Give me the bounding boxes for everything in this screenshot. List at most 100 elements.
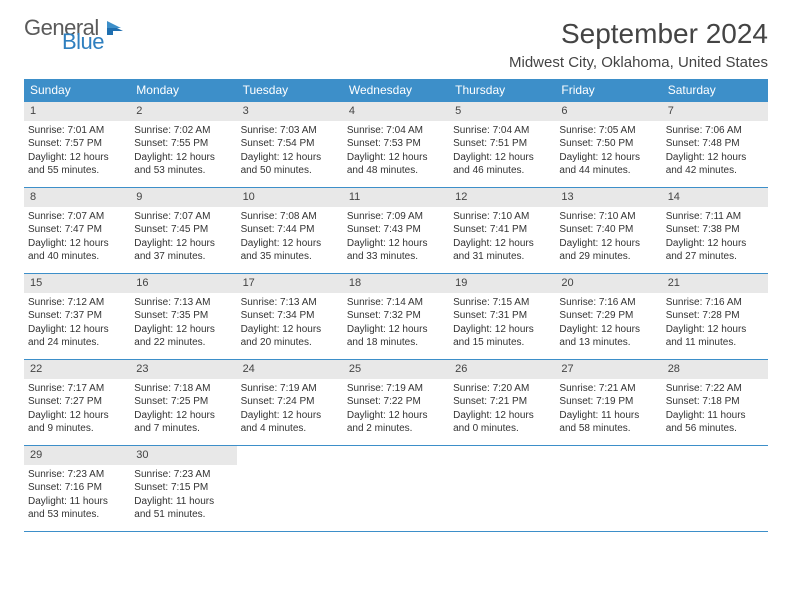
sunrise-line: Sunrise: 7:07 AM <box>134 210 232 224</box>
daylight-line: Daylight: 12 hours and 22 minutes. <box>134 323 232 350</box>
sunset-line: Sunset: 7:19 PM <box>559 395 657 409</box>
sunset-line: Sunset: 7:43 PM <box>347 223 445 237</box>
daylight-line: Daylight: 12 hours and 44 minutes. <box>559 151 657 178</box>
sunset-line: Sunset: 7:40 PM <box>559 223 657 237</box>
logo: General Blue <box>24 18 127 52</box>
sunrise-line: Sunrise: 7:22 AM <box>666 382 764 396</box>
sunrise-line: Sunrise: 7:16 AM <box>559 296 657 310</box>
day-number: 4 <box>343 102 449 121</box>
sunset-line: Sunset: 7:47 PM <box>28 223 126 237</box>
day-cell: 28Sunrise: 7:22 AMSunset: 7:18 PMDayligh… <box>662 360 768 446</box>
day-cell: 2Sunrise: 7:02 AMSunset: 7:55 PMDaylight… <box>130 102 236 188</box>
sunrise-line: Sunrise: 7:13 AM <box>241 296 339 310</box>
daylight-line: Daylight: 12 hours and 2 minutes. <box>347 409 445 436</box>
daylight-line: Daylight: 12 hours and 42 minutes. <box>666 151 764 178</box>
sunset-line: Sunset: 7:53 PM <box>347 137 445 151</box>
day-number: 30 <box>130 446 236 465</box>
daylight-line: Daylight: 12 hours and 31 minutes. <box>453 237 551 264</box>
calendar-row: 8Sunrise: 7:07 AMSunset: 7:47 PMDaylight… <box>24 188 768 274</box>
sunset-line: Sunset: 7:21 PM <box>453 395 551 409</box>
sunset-line: Sunset: 7:35 PM <box>134 309 232 323</box>
day-cell: 23Sunrise: 7:18 AMSunset: 7:25 PMDayligh… <box>130 360 236 446</box>
day-number: 9 <box>130 188 236 207</box>
calendar-row: 29Sunrise: 7:23 AMSunset: 7:16 PMDayligh… <box>24 446 768 532</box>
day-cell: 27Sunrise: 7:21 AMSunset: 7:19 PMDayligh… <box>555 360 661 446</box>
daylight-line: Daylight: 12 hours and 46 minutes. <box>453 151 551 178</box>
day-cell: 8Sunrise: 7:07 AMSunset: 7:47 PMDaylight… <box>24 188 130 274</box>
empty-cell <box>237 446 343 532</box>
empty-cell <box>662 446 768 532</box>
day-number: 27 <box>555 360 661 379</box>
sunrise-line: Sunrise: 7:15 AM <box>453 296 551 310</box>
sunset-line: Sunset: 7:27 PM <box>28 395 126 409</box>
sunrise-line: Sunrise: 7:19 AM <box>241 382 339 396</box>
daylight-line: Daylight: 12 hours and 20 minutes. <box>241 323 339 350</box>
sunset-line: Sunset: 7:51 PM <box>453 137 551 151</box>
empty-cell <box>555 446 661 532</box>
sunset-line: Sunset: 7:25 PM <box>134 395 232 409</box>
sunset-line: Sunset: 7:32 PM <box>347 309 445 323</box>
day-cell: 13Sunrise: 7:10 AMSunset: 7:40 PMDayligh… <box>555 188 661 274</box>
day-number: 18 <box>343 274 449 293</box>
day-cell: 6Sunrise: 7:05 AMSunset: 7:50 PMDaylight… <box>555 102 661 188</box>
day-number: 16 <box>130 274 236 293</box>
sunset-line: Sunset: 7:38 PM <box>666 223 764 237</box>
sunrise-line: Sunrise: 7:11 AM <box>666 210 764 224</box>
daylight-line: Daylight: 11 hours and 51 minutes. <box>134 495 232 522</box>
sunrise-line: Sunrise: 7:19 AM <box>347 382 445 396</box>
day-cell: 17Sunrise: 7:13 AMSunset: 7:34 PMDayligh… <box>237 274 343 360</box>
sunrise-line: Sunrise: 7:06 AM <box>666 124 764 138</box>
day-cell: 26Sunrise: 7:20 AMSunset: 7:21 PMDayligh… <box>449 360 555 446</box>
day-cell: 29Sunrise: 7:23 AMSunset: 7:16 PMDayligh… <box>24 446 130 532</box>
day-cell: 16 Sunrise: 7:13 AMSunset: 7:35 PMDayligh… <box>130 274 236 360</box>
calendar-body: 1Sunrise: 7:01 AMSunset: 7:57 PMDaylight… <box>24 102 768 532</box>
day-number: 10 <box>237 188 343 207</box>
day-number: 17 <box>237 274 343 293</box>
empty-cell <box>343 446 449 532</box>
logo-text-blue: Blue <box>62 32 127 52</box>
daylight-line: Daylight: 12 hours and 27 minutes. <box>666 237 764 264</box>
daylight-line: Daylight: 12 hours and 7 minutes. <box>134 409 232 436</box>
daylight-line: Daylight: 12 hours and 55 minutes. <box>28 151 126 178</box>
sunset-line: Sunset: 7:54 PM <box>241 137 339 151</box>
sunrise-line: Sunrise: 7:04 AM <box>347 124 445 138</box>
sunrise-line: Sunrise: 7:23 AM <box>134 468 232 482</box>
sunrise-line: Sunrise: 7:01 AM <box>28 124 126 138</box>
sunrise-line: Sunrise: 7:14 AM <box>347 296 445 310</box>
sunset-line: Sunset: 7:16 PM <box>28 481 126 495</box>
day-number: 14 <box>662 188 768 207</box>
weekday-header: Tuesday <box>237 79 343 102</box>
daylight-line: Daylight: 12 hours and 33 minutes. <box>347 237 445 264</box>
weekday-header: Monday <box>130 79 236 102</box>
sunrise-line: Sunrise: 7:03 AM <box>241 124 339 138</box>
daylight-line: Daylight: 12 hours and 0 minutes. <box>453 409 551 436</box>
sunrise-line: Sunrise: 7:16 AM <box>666 296 764 310</box>
sunset-line: Sunset: 7:28 PM <box>666 309 764 323</box>
sunset-line: Sunset: 7:44 PM <box>241 223 339 237</box>
day-number: 2 <box>130 102 236 121</box>
daylight-line: Daylight: 12 hours and 4 minutes. <box>241 409 339 436</box>
daylight-line: Daylight: 12 hours and 37 minutes. <box>134 237 232 264</box>
sunset-line: Sunset: 7:57 PM <box>28 137 126 151</box>
weekday-header: Sunday <box>24 79 130 102</box>
sunset-line: Sunset: 7:50 PM <box>559 137 657 151</box>
weekday-header: Friday <box>555 79 661 102</box>
day-cell: 21Sunrise: 7:16 AMSunset: 7:28 PMDayligh… <box>662 274 768 360</box>
sunrise-line: Sunrise: 7:02 AM <box>134 124 232 138</box>
weekday-header: Saturday <box>662 79 768 102</box>
day-number: 1 <box>24 102 130 121</box>
day-number: 13 <box>555 188 661 207</box>
day-number: 12 <box>449 188 555 207</box>
daylight-line: Daylight: 12 hours and 48 minutes. <box>347 151 445 178</box>
calendar-row: 15Sunrise: 7:12 AMSunset: 7:37 PMDayligh… <box>24 274 768 360</box>
sunrise-line: Sunrise: 7:13 AM <box>134 296 232 310</box>
sunrise-line: Sunrise: 7:09 AM <box>347 210 445 224</box>
day-number: 8 <box>24 188 130 207</box>
sunrise-line: Sunrise: 7:07 AM <box>28 210 126 224</box>
day-cell: 5Sunrise: 7:04 AMSunset: 7:51 PMDaylight… <box>449 102 555 188</box>
day-number: 15 <box>24 274 130 293</box>
daylight-line: Daylight: 12 hours and 18 minutes. <box>347 323 445 350</box>
sunrise-line: Sunrise: 7:08 AM <box>241 210 339 224</box>
daylight-line: Daylight: 11 hours and 53 minutes. <box>28 495 126 522</box>
month-title: September 2024 <box>509 18 768 50</box>
